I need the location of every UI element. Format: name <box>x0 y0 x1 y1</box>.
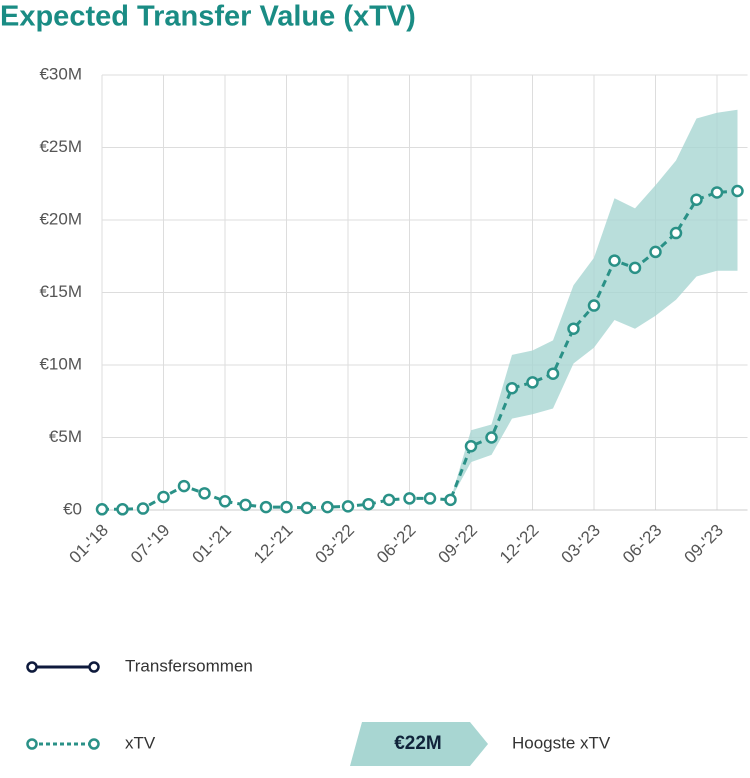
x-tick-label: 03-'22 <box>312 521 358 567</box>
point <box>280 500 293 514</box>
point <box>546 367 560 380</box>
point <box>116 503 129 516</box>
point <box>177 479 191 493</box>
legend-dot <box>88 661 100 673</box>
legend-badge-text: €22M <box>394 733 442 754</box>
point <box>690 193 703 206</box>
point <box>608 254 621 267</box>
x-tick-label: 09-'23 <box>681 521 727 567</box>
legend-dot <box>26 661 38 673</box>
x-tick-label: 07-'19 <box>127 521 173 567</box>
y-tick-label: €25M <box>39 137 82 156</box>
y-tick-label: €15M <box>39 282 82 301</box>
x-tick-label: 06-'22 <box>373 521 419 567</box>
point <box>198 487 211 500</box>
point <box>341 500 355 513</box>
point <box>95 503 109 516</box>
point <box>567 322 580 335</box>
point <box>423 492 437 505</box>
legend-dot <box>88 738 100 750</box>
point <box>403 492 416 505</box>
x-tick-label: 09-'22 <box>435 521 481 567</box>
legend-dot <box>26 738 38 750</box>
point <box>218 495 232 508</box>
legend-label: xTV <box>125 733 156 752</box>
x-tick-label: 01-'18 <box>66 521 112 567</box>
y-tick-label: €20M <box>39 209 82 228</box>
point <box>649 245 662 259</box>
point <box>136 502 150 515</box>
point <box>464 439 478 453</box>
point <box>259 500 273 514</box>
y-tick-label: €5M <box>49 427 82 446</box>
x-tick-label: 03-'23 <box>558 521 604 567</box>
legend-label: Hoogste xTV <box>512 733 611 752</box>
point <box>526 376 539 389</box>
y-tick-label: €10M <box>39 354 82 373</box>
x-tick-label: 12-'21 <box>250 521 296 567</box>
point <box>710 186 724 199</box>
point <box>587 299 601 312</box>
point <box>485 431 498 444</box>
point <box>505 381 519 395</box>
point <box>669 226 683 240</box>
chart-title: Expected Transfer Value (xTV) <box>0 1 416 33</box>
x-tick-label: 06-'23 <box>619 521 665 567</box>
point <box>731 184 744 198</box>
y-tick-label: €30M <box>39 64 82 83</box>
x-tick-label: 12-'22 <box>496 521 542 567</box>
point <box>628 261 642 275</box>
y-tick-label: €0 <box>63 499 82 518</box>
point <box>239 498 252 512</box>
legend-label: Transfersommen <box>125 656 253 675</box>
point <box>362 497 375 511</box>
point <box>382 493 396 507</box>
x-tick-label: 01-'21 <box>189 521 235 567</box>
point <box>321 500 334 514</box>
point <box>157 490 170 504</box>
legend-badge <box>350 722 488 766</box>
point <box>444 493 457 507</box>
point <box>300 501 314 515</box>
